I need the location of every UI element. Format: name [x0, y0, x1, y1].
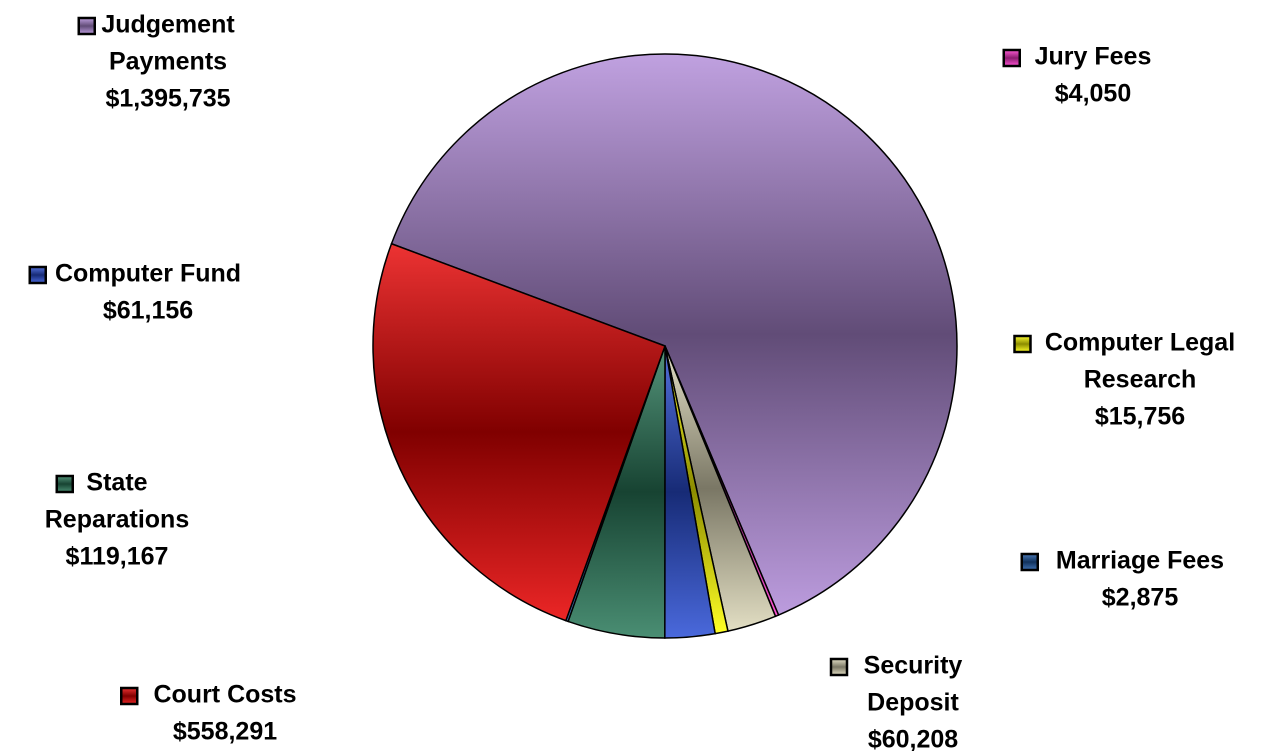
slice-name-state-reparations: State [86, 469, 147, 497]
slice-label-computer-fund: Computer Fund $61,156 [28, 260, 241, 325]
slice-name-court-costs: Court Costs [153, 681, 296, 709]
slice-amount-court-costs: $558,291 [173, 718, 277, 746]
slice-marker-judgement-payments [77, 16, 96, 36]
slice-marker-computer-legal-research [1013, 334, 1032, 354]
slice-marker-court-costs [120, 686, 139, 706]
slice-marker-security-deposit [829, 657, 849, 677]
slice-amount-security-deposit: $60,208 [868, 726, 958, 751]
slice-amount-jury-fees: $4,050 [1055, 80, 1131, 108]
slice-name-security-deposit: Security [864, 652, 963, 680]
slice-name-judgement-payments: Judgement [101, 11, 235, 39]
slice-label-marriage-fees: Marriage Fees $2,875 [1020, 547, 1224, 612]
pie-slice-court-costs [372, 242, 666, 622]
slice-amount-computer-legal-research: $15,756 [1095, 403, 1185, 431]
slice-marker-marriage-fees [1020, 552, 1039, 572]
slice-amount-marriage-fees: $2,875 [1102, 584, 1179, 612]
slice-amount-judgement-payments: $1,395,735 [105, 85, 230, 113]
slice-amount-state-reparations: $119,167 [66, 543, 169, 571]
pie-slice-judgement-payments [390, 53, 958, 617]
slice-label-computer-legal-research: Computer Legal Research $15,756 [1013, 329, 1235, 431]
slice-name-state-reparations: Reparations [45, 506, 189, 534]
slice-amount-computer-fund: $61,156 [103, 297, 193, 325]
slice-label-court-costs: Court Costs $558,291 [120, 681, 297, 746]
slice-name-security-deposit: Deposit [867, 689, 959, 717]
slice-name-jury-fees: Jury Fees [1035, 43, 1152, 71]
slice-name-computer-fund: Computer Fund [55, 260, 241, 288]
slice-label-security-deposit: Security Deposit $60,208 [829, 652, 963, 751]
slice-marker-computer-fund [28, 265, 47, 285]
slice-name-marriage-fees: Marriage Fees [1056, 547, 1224, 575]
slice-label-state-reparations: State Reparations $119,167 [45, 469, 189, 571]
slice-label-judgement-payments: Judgement Payments $1,395,735 [77, 11, 235, 113]
slice-name-computer-legal-research: Research [1084, 366, 1197, 394]
slice-marker-state-reparations [55, 474, 74, 494]
slice-label-jury-fees: Jury Fees $4,050 [1002, 43, 1152, 108]
slice-marker-jury-fees [1002, 48, 1021, 68]
slice-name-computer-legal-research: Computer Legal [1045, 329, 1235, 357]
slice-name-judgement-payments: Payments [109, 48, 227, 76]
